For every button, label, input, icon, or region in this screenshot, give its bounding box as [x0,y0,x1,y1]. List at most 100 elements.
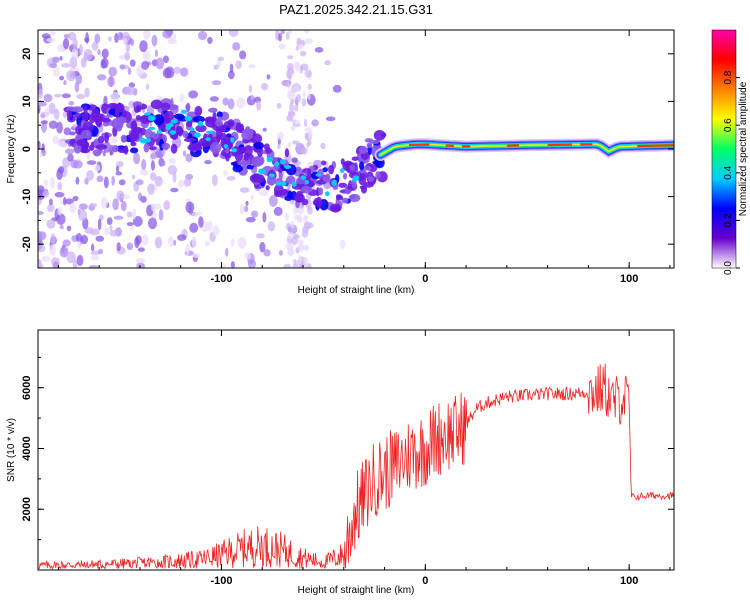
spectrogram-signal-blob [130,141,137,147]
spectrogram-noise-blob [48,102,56,115]
x-tick-label: 0 [422,273,428,285]
spectrogram-noise-blob [49,62,58,69]
spectrogram-peak-blob [315,173,322,177]
spectrogram-noise-blob [143,30,151,40]
spectrogram-noise-blob [162,67,172,79]
spectrogram-noise-blob [191,236,197,248]
spectrogram-signal-blob [112,145,119,153]
spectrogram-noise-blob [142,51,151,62]
spectrogram-noise-blob [46,37,56,43]
spectrogram-noise-blob [141,234,149,246]
spectrogram-noise-blob [291,236,298,246]
spectrogram-noise-blob [168,236,174,248]
spectrogram-peak-blob [231,148,238,153]
spectrogram-noise-blob [232,42,241,51]
spectrogram-noise-blob [64,198,74,205]
spectrogram-signal-blob [204,117,215,124]
spectrogram-noise-blob [88,264,99,268]
spectrogram-noise-blob [133,152,141,165]
spectrogram-y-axis-label: Frequency (Hz) [6,115,17,184]
spectrogram-signal-blob [265,185,270,191]
spectrogram-noise-blob [130,38,135,47]
spectrogram-noise-blob [212,225,220,237]
y-tick-label: 4000 [21,436,33,460]
spectrogram-noise-blob [211,80,222,86]
spectrogram-noise-blob [129,59,136,67]
spectrogram-noise-blob [51,57,60,64]
spectrogram-noise-blob [301,97,307,107]
spectrogram-noise-blob [304,132,309,140]
spectrogram-signal-blob [80,129,92,139]
spectrogram-x-axis-label: Height of straight line (km) [298,285,415,296]
spectrogram-noise-blob [293,61,300,70]
spectrogram-peak-blob [197,120,204,127]
spectrogram-signal-blob [249,174,261,183]
spectrogram-signal-blob [351,156,359,161]
spectrogram-peak-blob [167,122,174,128]
spectrogram-noise-blob [135,258,146,264]
spectrogram-noise-blob [278,33,282,42]
y-tick-label: 6000 [21,375,33,399]
spectrogram-noise-blob [285,31,290,40]
spectrogram-noise-blob [150,203,155,212]
spectrogram-signal-blob [170,143,178,154]
spectrogram-noise-blob [258,189,269,197]
spectrogram-signal-blob [209,142,222,154]
spectrogram-peak-blob [291,181,297,187]
spectrogram-noise-blob [67,32,77,41]
spectrogram-noise-blob [140,195,147,203]
spectrogram-noise-blob [307,91,311,100]
y-tick-label: 10 [21,95,33,107]
spectrogram-noise-blob [303,30,310,34]
x-tick-label: -100 [210,575,232,587]
spectrogram-noise-blob [54,191,65,198]
spectrogram-peak-blob [279,159,286,165]
spectrogram-noise-blob [111,175,115,186]
spectrogram-noise-blob [59,56,63,61]
spectrogram-noise-blob [239,203,245,215]
spectrogram-peak-blob [258,168,266,175]
spectrogram-noise-blob [89,228,100,236]
spectrogram-noise-blob [117,31,124,41]
spectrogram-noise-blob [314,46,324,53]
spectrogram-noise-blob [235,60,243,70]
spectrogram-signal-blob [194,105,203,117]
spectrogram-signal-blob [215,119,223,127]
spectrogram-peak-blob [144,112,151,116]
spectrogram-noise-blob [134,236,140,249]
spectrogram-signal-blob [230,161,238,166]
spectrogram-noise-blob [41,121,47,133]
spectrogram-noise-blob [91,41,99,51]
spectrogram-noise-blob [236,97,246,109]
spectrogram-signal-blob [151,133,160,139]
spectrogram-signal-blob [226,133,232,138]
spectrogram-noise-blob [209,96,219,102]
spectrogram-signal-blob [253,141,265,150]
spectrogram-noise-blob [276,102,282,109]
spectrogram-signal-blob [104,132,110,144]
spectrogram-noise-blob [295,45,299,51]
spectrogram-noise-blob [154,49,158,58]
spectrogram-noise-blob [290,220,295,229]
spectrogram-noise-blob [116,242,121,252]
spectrogram-noise-blob [301,147,308,155]
spectrogram-signal-blob [278,168,283,174]
colorbar-tick-label: 0.4 [723,165,734,179]
spectrogram-noise-blob [94,33,101,44]
spectrogram-noise-blob [185,201,195,214]
spectrogram-noise-blob [100,59,107,69]
spectrogram-noise-blob [50,31,56,36]
spectrogram-noise-blob [145,83,150,90]
spectrogram-noise-blob [309,129,313,136]
spectrogram-peak-blob [275,181,283,186]
spectrogram-noise-blob [266,74,271,80]
spectrogram-signal-blob [88,113,96,124]
spectrogram-noise-blob [38,244,46,253]
spectrogram-noise-blob [54,93,62,98]
spectrogram-signal-blob [369,139,381,144]
spectrogram-signal-blob [66,106,77,112]
spectrogram-noise-blob [244,252,252,260]
spectrogram-noise-blob [290,99,295,104]
spectrogram-noise-blob [304,69,312,78]
